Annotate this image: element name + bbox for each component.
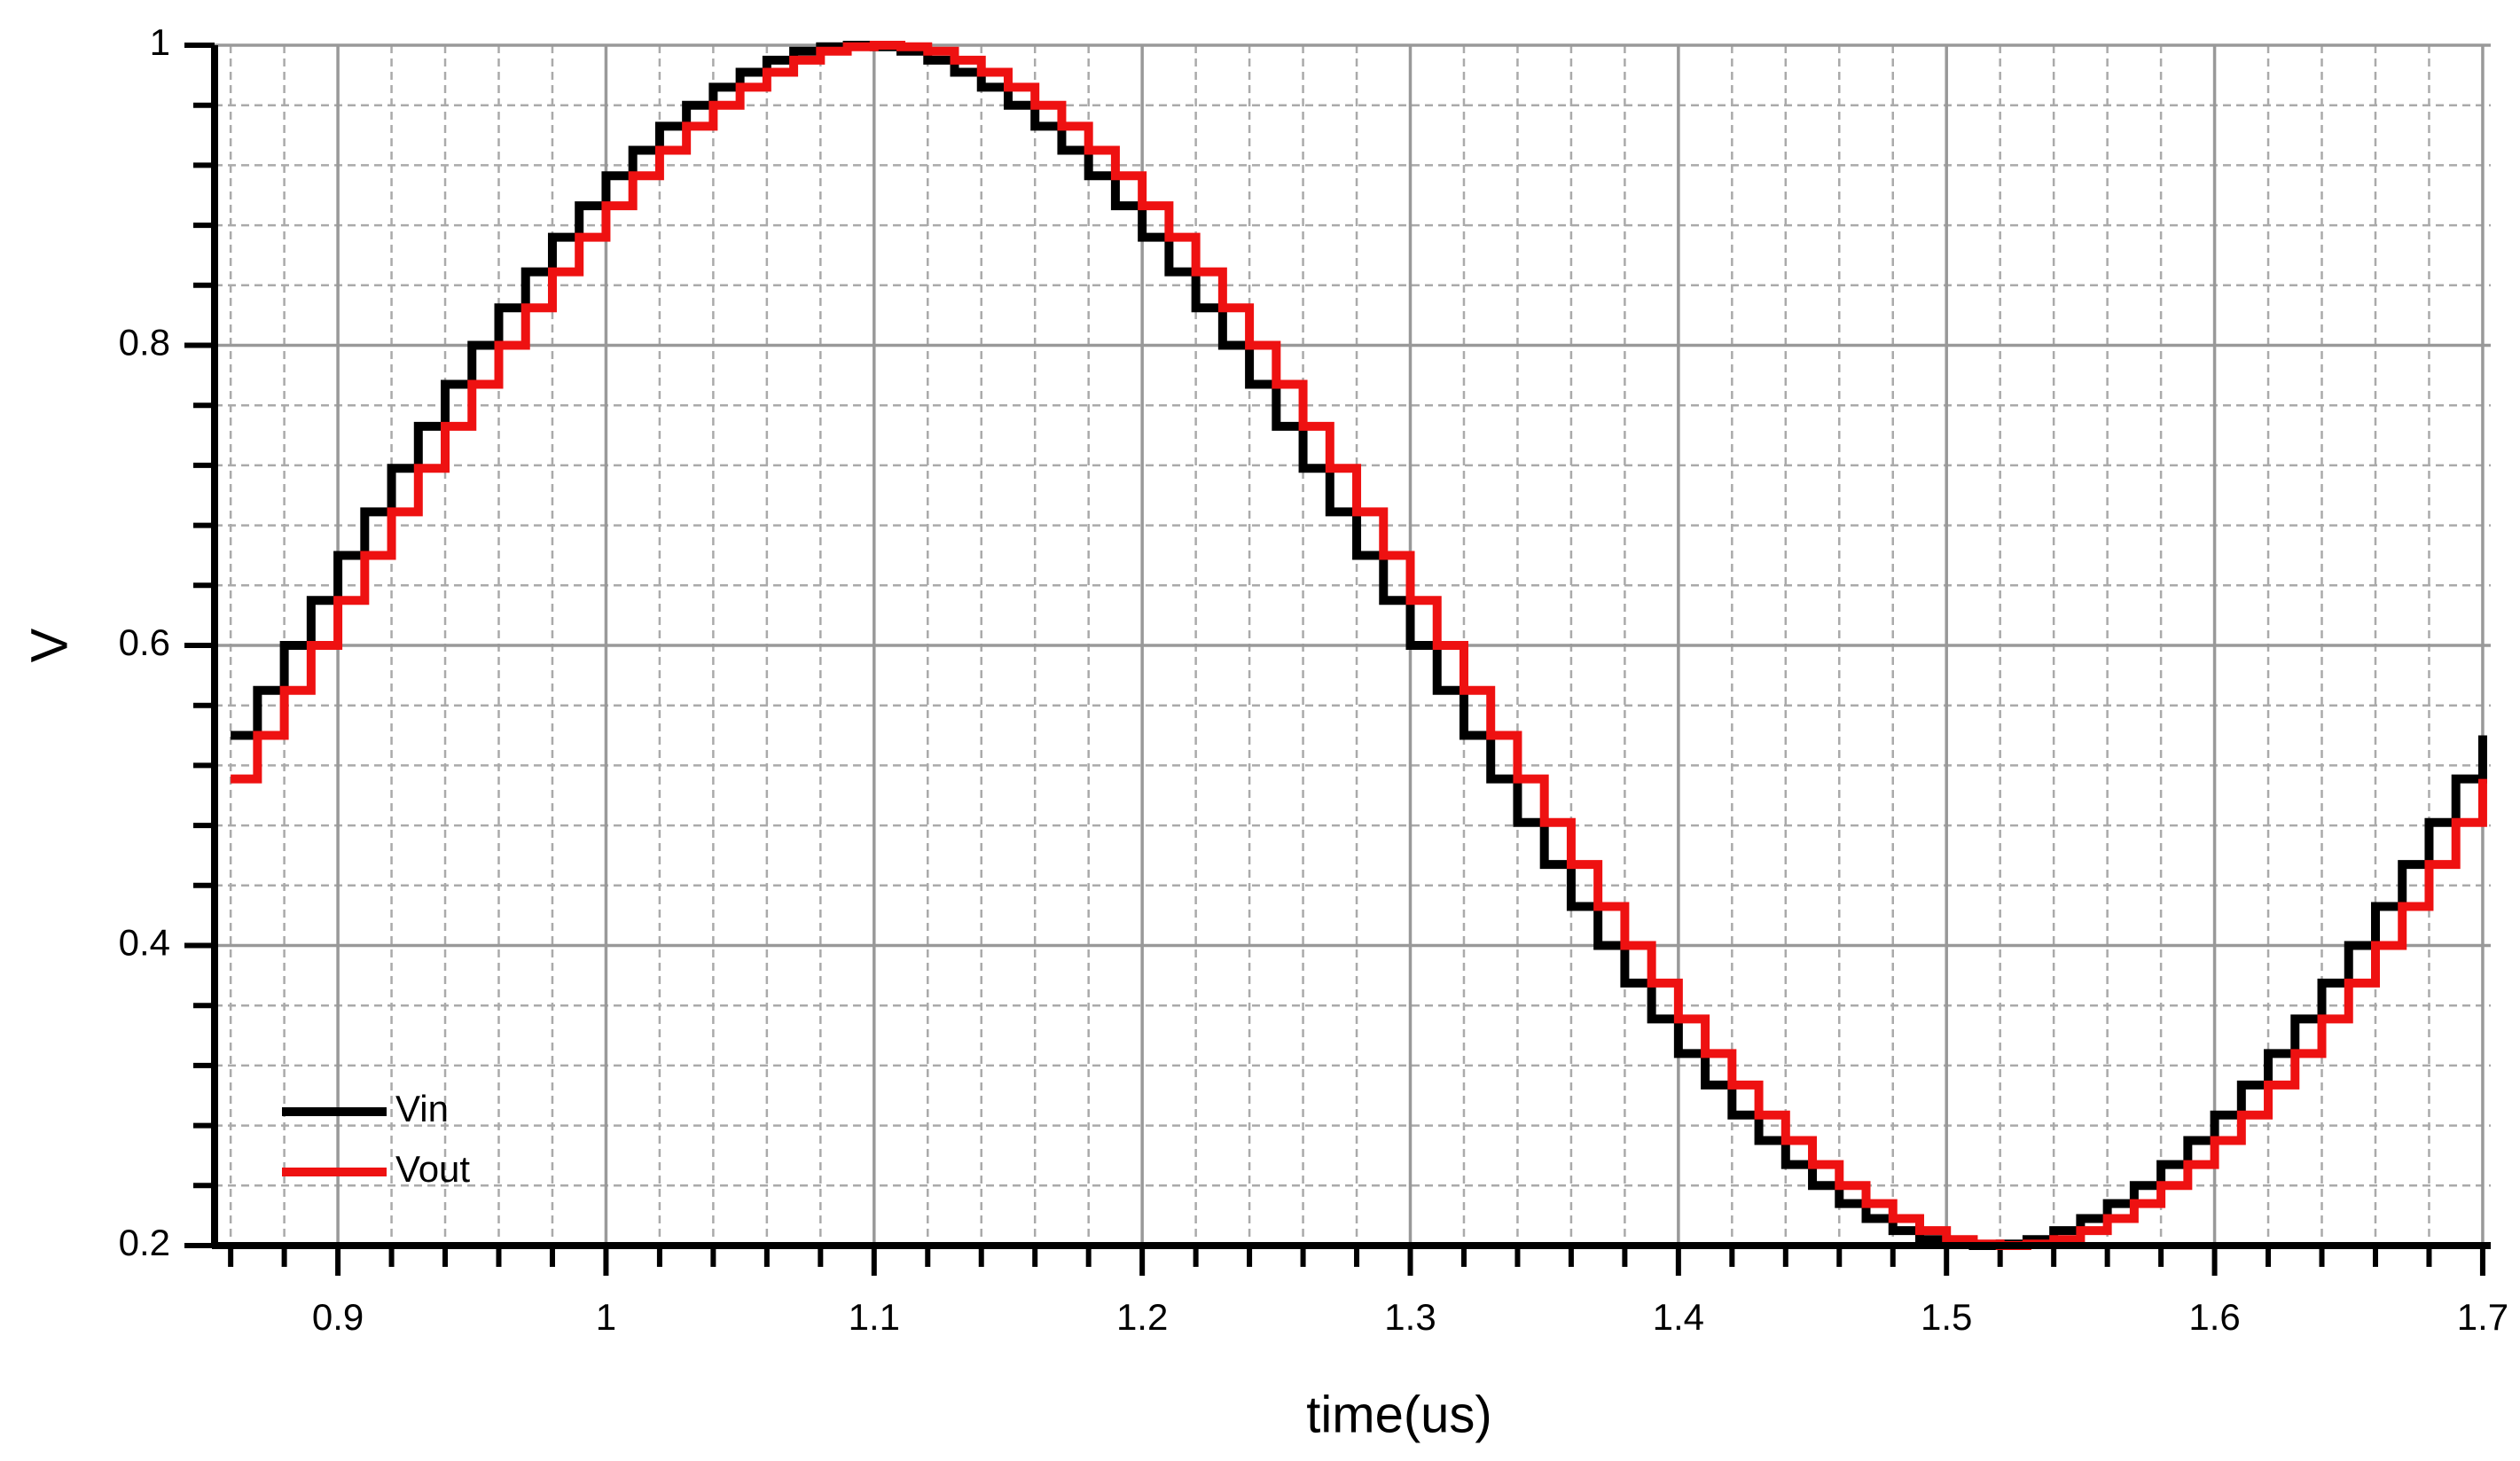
x-tick-label: 1.4 <box>1653 1296 1704 1338</box>
x-tick-label: 1 <box>596 1296 616 1338</box>
legend-label: Vout <box>395 1148 470 1190</box>
y-tick-label: 0.2 <box>119 1222 170 1263</box>
x-tick-label: 1.5 <box>1921 1296 1972 1338</box>
x-tick-label: 0.9 <box>312 1296 364 1338</box>
x-tick-label: 1.1 <box>849 1296 900 1338</box>
y-axis-title: V <box>20 628 78 662</box>
x-tick-label: 1.7 <box>2457 1296 2508 1338</box>
series-line <box>231 41 2487 1250</box>
x-tick-label: 1.2 <box>1116 1296 1168 1338</box>
y-tick-label: 0.6 <box>119 621 170 663</box>
y-tick-label: 1 <box>150 21 170 63</box>
legend-label: Vin <box>395 1088 449 1129</box>
y-tick-label: 0.8 <box>119 322 170 363</box>
x-tick-label: 1.6 <box>2188 1296 2240 1338</box>
x-axis-title: time(us) <box>1306 1386 1491 1443</box>
series-line <box>231 41 2487 1250</box>
x-tick-label: 1.3 <box>1384 1296 1436 1338</box>
y-tick-label: 0.4 <box>119 922 170 964</box>
